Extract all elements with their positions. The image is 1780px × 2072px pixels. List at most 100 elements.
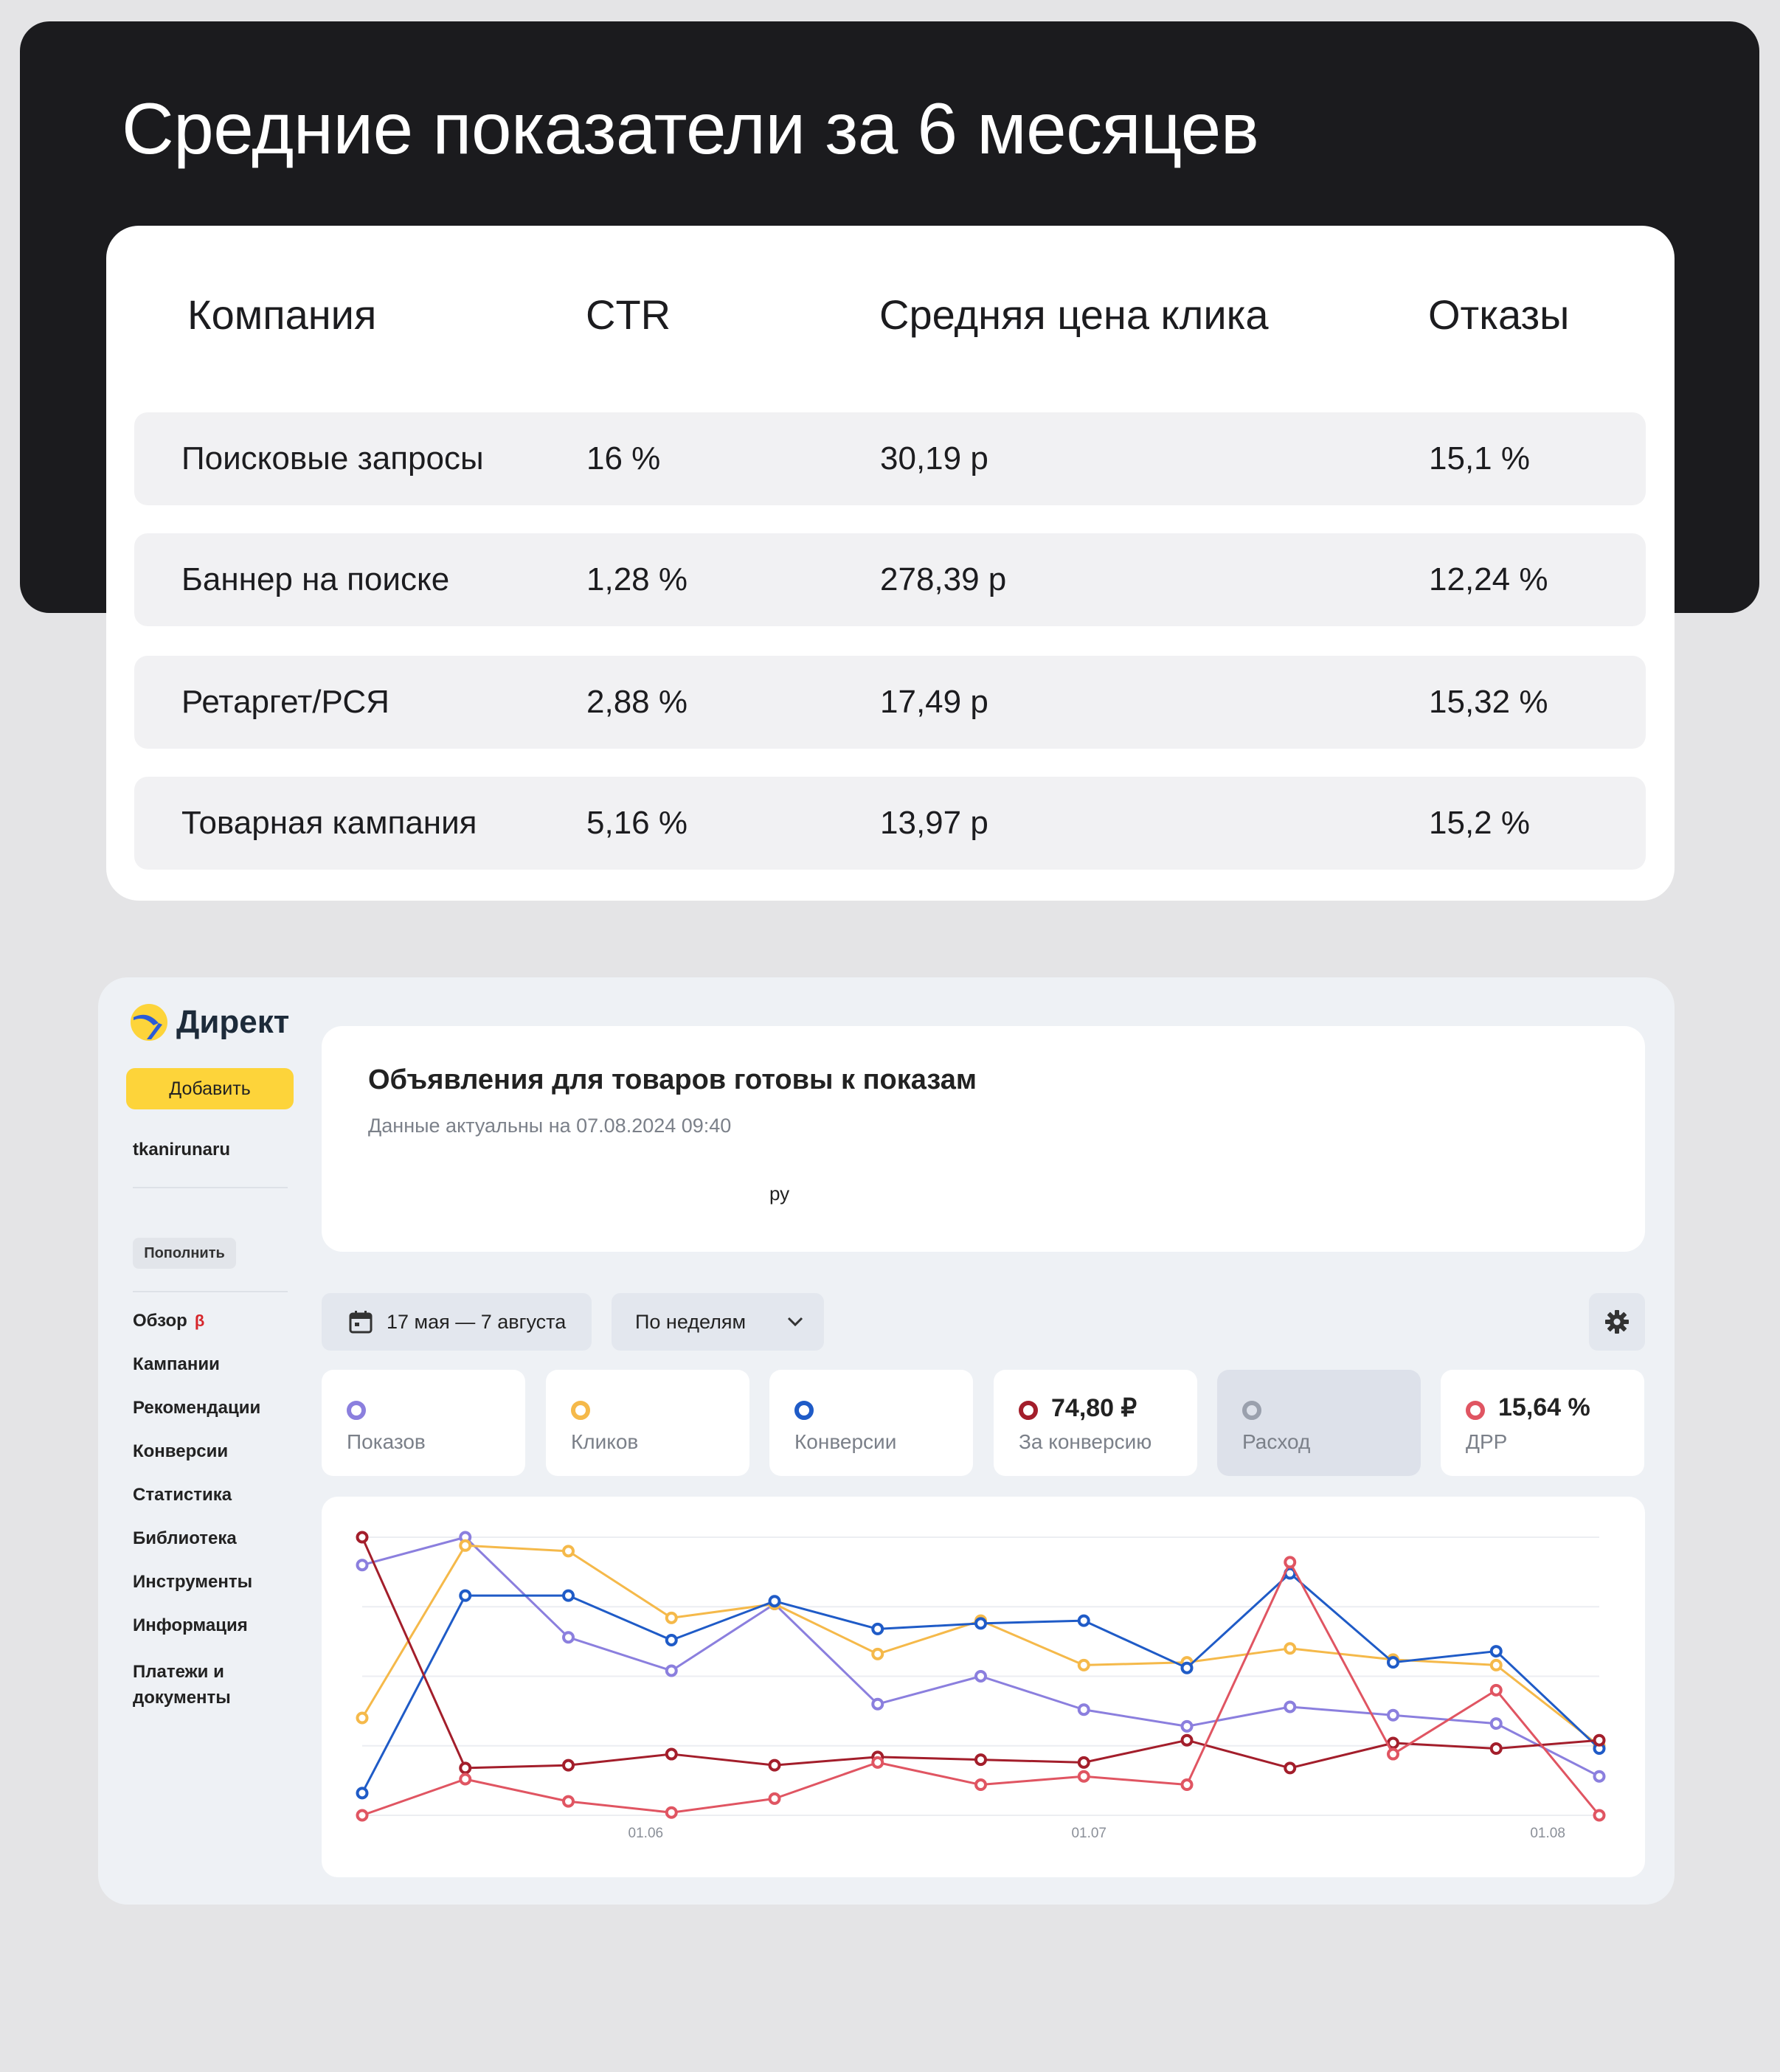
table-row: Поисковые запросы 16 % 30,19 р 15,1 % xyxy=(134,412,1646,505)
data-point xyxy=(562,1795,575,1808)
data-point xyxy=(459,1539,472,1552)
series-dot-icon xyxy=(571,1401,590,1420)
metric-conversions[interactable]: Конверсии xyxy=(769,1370,973,1476)
account-name[interactable]: tkanirunaru xyxy=(133,1140,231,1160)
metric-drr[interactable]: 15,64 % ДРР xyxy=(1441,1370,1644,1476)
data-point xyxy=(665,1664,678,1677)
sidebar-item-recommendations[interactable]: Рекомендации xyxy=(133,1398,261,1418)
logo-text: Директ xyxy=(176,1004,290,1040)
calendar-icon xyxy=(349,1311,373,1334)
data-point xyxy=(562,1759,575,1772)
metric-cost-per-conversion[interactable]: 74,80 ₽ За конверсию xyxy=(994,1370,1197,1476)
data-point xyxy=(1593,1809,1606,1822)
data-point xyxy=(871,1647,884,1660)
cell-ctr: 16 % xyxy=(586,440,661,477)
column-header-company: Компания xyxy=(187,291,377,338)
data-point xyxy=(1284,1642,1297,1655)
period-select[interactable]: По неделям xyxy=(612,1293,824,1351)
table-row: Баннер на поиске 1,28 % 278,39 р 12,24 % xyxy=(134,533,1646,626)
data-point xyxy=(1593,1770,1606,1783)
data-point xyxy=(459,1589,472,1602)
metric-clicks[interactable]: Кликов xyxy=(546,1370,749,1476)
period-label: По неделям xyxy=(635,1310,747,1333)
cell-company: Ретаргет/РСЯ xyxy=(181,684,389,720)
cell-cpc: 30,19 р xyxy=(880,440,988,477)
metric-label: Показов xyxy=(347,1430,426,1453)
data-point xyxy=(768,1595,781,1608)
data-point xyxy=(871,1756,884,1769)
table-row: Товарная кампания 5,16 % 13,97 р 15,2 % xyxy=(134,777,1646,870)
metric-value: 74,80 ₽ xyxy=(1051,1394,1137,1422)
data-point xyxy=(665,1611,678,1624)
data-point xyxy=(1489,1658,1503,1671)
data-point xyxy=(974,1617,987,1630)
data-point xyxy=(1180,1661,1194,1674)
gear-icon xyxy=(1605,1310,1629,1334)
cell-bounce: 15,1 % xyxy=(1429,440,1530,477)
column-header-ctr: CTR xyxy=(586,291,671,338)
sidebar-item-campaigns[interactable]: Кампании xyxy=(133,1354,220,1374)
cell-bounce: 15,32 % xyxy=(1429,684,1548,720)
settings-button[interactable] xyxy=(1589,1293,1645,1351)
data-point xyxy=(1180,1778,1194,1792)
metrics-table: Компания CTR Средняя цена клика Отказы П… xyxy=(106,226,1675,901)
notice-fragment: ру xyxy=(769,1182,790,1205)
sidebar-item-statistics[interactable]: Статистика xyxy=(133,1485,232,1505)
add-button[interactable]: Добавить xyxy=(126,1068,294,1109)
data-point xyxy=(562,1631,575,1644)
data-point xyxy=(356,1711,369,1725)
direct-dashboard: Директ Добавить tkanirunaru Пополнить Об… xyxy=(98,977,1675,1905)
data-point xyxy=(562,1545,575,1558)
chart-card: 01.06 01.07 01.08 xyxy=(322,1497,1645,1877)
data-point xyxy=(1077,1703,1090,1716)
data-point xyxy=(459,1773,472,1786)
data-point xyxy=(1489,1683,1503,1697)
cell-cpc: 13,97 р xyxy=(880,805,988,841)
sidebar-item-tools[interactable]: Инструменты xyxy=(133,1572,253,1592)
series-line xyxy=(361,1536,1600,1770)
cell-company: Поисковые запросы xyxy=(181,440,484,477)
data-point xyxy=(871,1697,884,1711)
series-line xyxy=(361,1544,1600,1747)
sidebar-item-overview[interactable]: Обзор β xyxy=(133,1311,280,1354)
cell-ctr: 5,16 % xyxy=(586,805,688,841)
cell-ctr: 2,88 % xyxy=(586,684,688,720)
series-dot-icon xyxy=(794,1401,814,1420)
data-point xyxy=(1077,1658,1090,1671)
direct-logo[interactable]: Директ xyxy=(129,1002,289,1042)
cell-bounce: 12,24 % xyxy=(1429,561,1548,597)
data-point xyxy=(1387,1747,1399,1761)
topup-button[interactable]: Пополнить xyxy=(133,1238,236,1269)
data-point xyxy=(665,1747,678,1761)
data-point xyxy=(1387,1656,1399,1669)
divider xyxy=(133,1291,288,1292)
data-point xyxy=(1077,1614,1090,1627)
date-range-label: 17 мая — 7 августа xyxy=(387,1310,567,1333)
data-point xyxy=(1180,1719,1194,1733)
data-point xyxy=(1593,1733,1606,1747)
x-tick-label: 01.07 xyxy=(1071,1826,1107,1841)
metric-spend[interactable]: Расход xyxy=(1217,1370,1421,1476)
data-point xyxy=(768,1792,781,1805)
metric-label: За конверсию xyxy=(1019,1430,1152,1453)
data-point xyxy=(768,1759,781,1772)
data-point xyxy=(974,1753,987,1767)
sidebar-item-payments[interactable]: Платежи и документы xyxy=(133,1662,231,1708)
series-dot-icon xyxy=(347,1401,366,1420)
metric-value: 15,64 % xyxy=(1498,1393,1590,1421)
sidebar-item-info[interactable]: Информация xyxy=(133,1615,248,1635)
chevron-down-icon xyxy=(787,1317,803,1327)
table-row: Ретаргет/РСЯ 2,88 % 17,49 р 15,32 % xyxy=(134,656,1646,749)
metric-impressions[interactable]: Показов xyxy=(322,1370,525,1476)
date-range-picker[interactable]: 17 мая — 7 августа xyxy=(322,1293,592,1351)
data-point xyxy=(1284,1700,1297,1714)
sidebar-item-conversions[interactable]: Конверсии xyxy=(133,1441,229,1461)
sidebar-item-library[interactable]: Библиотека xyxy=(133,1528,237,1548)
data-point xyxy=(1284,1556,1297,1569)
data-point xyxy=(356,1787,369,1800)
data-point xyxy=(665,1633,678,1646)
x-tick-label: 01.06 xyxy=(628,1826,664,1841)
series-dot-icon xyxy=(1242,1401,1261,1420)
data-point xyxy=(459,1761,472,1775)
beta-badge: β xyxy=(194,1312,205,1330)
